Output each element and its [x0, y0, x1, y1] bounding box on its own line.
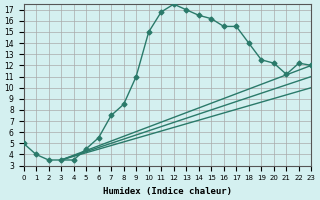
X-axis label: Humidex (Indice chaleur): Humidex (Indice chaleur) [103, 187, 232, 196]
